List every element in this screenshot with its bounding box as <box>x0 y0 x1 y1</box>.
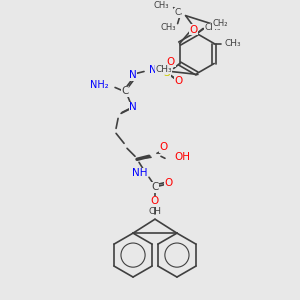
Text: N: N <box>129 102 137 112</box>
Text: O: O <box>165 178 173 188</box>
Text: O: O <box>167 56 175 67</box>
Text: OH: OH <box>174 152 190 162</box>
Text: NH₂: NH₂ <box>91 80 109 91</box>
Text: NH: NH <box>149 64 164 74</box>
Text: O: O <box>160 142 168 152</box>
Text: CH₃: CH₃ <box>205 23 221 32</box>
Text: N: N <box>129 70 137 80</box>
Text: CH₃: CH₃ <box>224 39 241 48</box>
Text: CH₃: CH₃ <box>153 1 169 10</box>
Text: S: S <box>164 68 170 79</box>
Text: CH₂: CH₂ <box>213 19 228 28</box>
Text: O: O <box>151 196 159 206</box>
Text: CH: CH <box>148 207 161 216</box>
Text: C: C <box>122 86 129 97</box>
Text: NH: NH <box>131 168 147 178</box>
Text: O: O <box>190 25 198 34</box>
Text: O: O <box>175 76 183 86</box>
Text: C: C <box>151 182 159 192</box>
Text: CH₃: CH₃ <box>160 23 176 32</box>
Text: CH₃: CH₃ <box>155 65 172 74</box>
Text: C: C <box>175 8 181 17</box>
